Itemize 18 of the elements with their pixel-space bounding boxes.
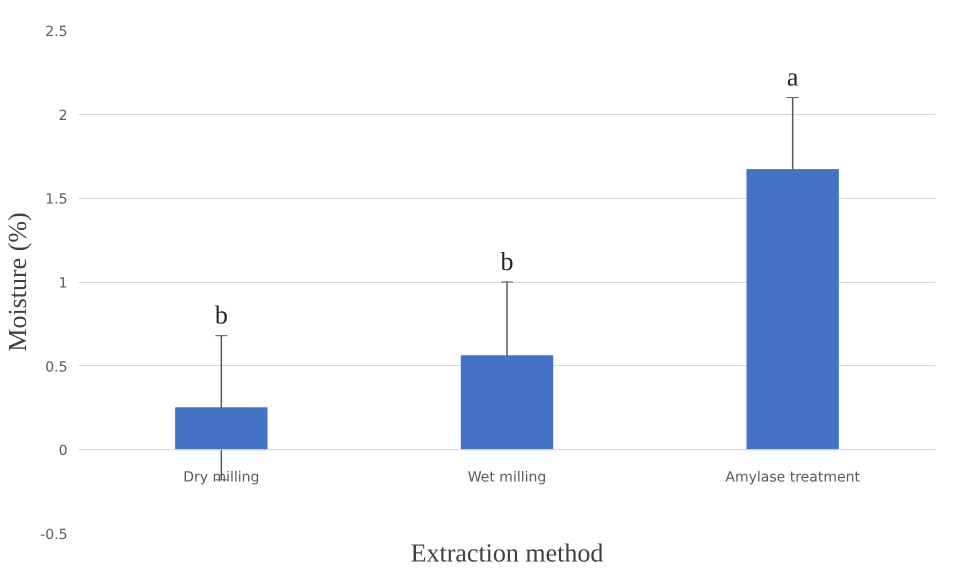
x-tick-label: Wet milling: [468, 470, 546, 486]
y-tick-label: 0.5: [45, 359, 68, 376]
annotation: b: [214, 300, 228, 330]
y-tick-label: 0: [58, 443, 68, 460]
bar: [460, 355, 554, 450]
x-tick-label: Dry milling: [183, 470, 260, 486]
y-tick-label: 2.5: [45, 24, 68, 40]
x-axis-title: Extraction method: [410, 538, 604, 568]
y-tick-label: -0.5: [40, 527, 68, 543]
y-axis-title: Moisture (%): [3, 212, 32, 352]
annotation: b: [500, 247, 514, 276]
y-tick-label: 2: [58, 108, 68, 124]
x-tick-label: Amylase treatment: [725, 470, 860, 486]
bar: [175, 407, 268, 450]
y-tick-label: 1.5: [45, 192, 68, 208]
y-tick-label: 1: [58, 276, 68, 292]
annotation: a: [786, 62, 799, 92]
bar: [746, 169, 839, 450]
